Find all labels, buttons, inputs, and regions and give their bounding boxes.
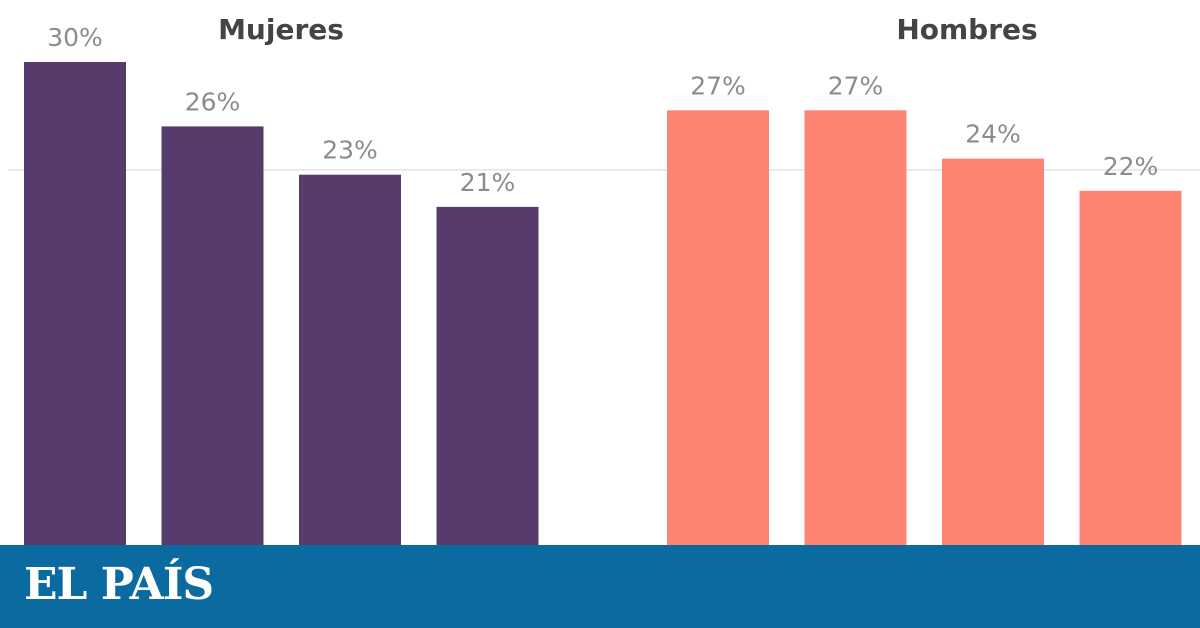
bar-value-label: 23% <box>322 136 378 165</box>
bar-hombres-3 <box>942 158 1044 545</box>
panel-title-hombres: Hombres <box>896 13 1037 46</box>
bar-hombres-2 <box>804 110 907 545</box>
bar-hombres-4 <box>1079 190 1182 545</box>
bar-mujeres-2 <box>161 126 264 545</box>
bar-value-label: 21% <box>460 168 516 197</box>
bar-mujeres-1 <box>24 62 126 545</box>
bar-value-label: 22% <box>1103 152 1159 181</box>
bar-mujeres-4 <box>436 206 539 545</box>
chart: Mujeres 30% 26% 23% 21% Hombres 27% 27% 24% 22% <box>8 13 1200 545</box>
bar-value-label: 30% <box>47 23 103 52</box>
bar-value-label: 27% <box>690 71 746 100</box>
footer-bar: EL PAÍS <box>0 545 1200 628</box>
bar-value-label: 26% <box>185 87 241 116</box>
bar-chart: Mujeres 30% 26% 23% 21% Hombres 27% 27% 24% 22% <box>8 13 1200 545</box>
bar-hombres-1 <box>667 110 769 545</box>
bar-mujeres-3 <box>299 174 401 545</box>
bar-value-label: 27% <box>828 71 884 100</box>
el-pais-logo: EL PAÍS <box>24 559 214 610</box>
panel-title-mujeres: Mujeres <box>218 13 344 46</box>
bar-value-label: 24% <box>965 120 1021 149</box>
